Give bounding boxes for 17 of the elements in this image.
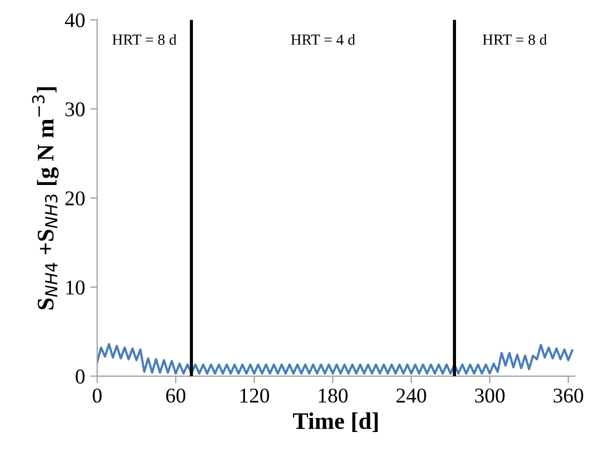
x-tick-label: 240 <box>396 388 426 403</box>
x-tick-label: 0 <box>92 388 102 403</box>
annotation: HRT = 4 d <box>291 34 356 45</box>
y-tick-label: 0 <box>76 370 85 384</box>
x-tick-label: 180 <box>318 388 348 403</box>
y-axis-title: S$_{NH4}$ +S$_{NH3}$ [g N m$^{−3}$] <box>32 87 59 310</box>
annotation: HRT = 8 d <box>482 34 547 45</box>
x-axis-title: Time [d] <box>292 412 378 432</box>
y-tick-label: 40 <box>64 13 85 28</box>
x-tick-label: 300 <box>475 388 505 403</box>
y-tick-label: 20 <box>65 191 85 206</box>
y-tick-label: 30 <box>66 102 85 116</box>
annotation: HRT = 8 d <box>112 34 176 45</box>
x-tick-label: 120 <box>240 388 270 403</box>
x-tick-label: 360 <box>554 388 584 403</box>
y-tick-label: 10 <box>66 280 85 295</box>
x-tick-label: 60 <box>166 388 186 403</box>
